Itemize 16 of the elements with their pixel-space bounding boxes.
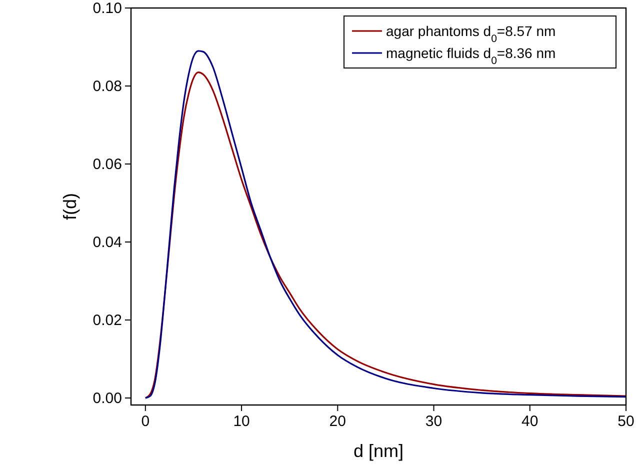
legend-label: magnetic fluids d$_{0}$=8.36 nm <box>386 45 556 67</box>
x-tick-label: 50 <box>618 413 634 430</box>
y-tick-label: 0.10 <box>92 0 122 17</box>
y-tick-label: 0.00 <box>92 390 122 407</box>
y-axis-title: f(d) <box>60 193 80 220</box>
y-tick-label: 0.06 <box>92 156 122 173</box>
x-axis-title: d [nm] <box>353 441 404 461</box>
legend-label: agar phantoms d$_{0}$=8.57 nm <box>386 23 556 45</box>
x-tick-label: 20 <box>329 413 346 430</box>
x-tick-label: 10 <box>233 413 250 430</box>
x-tick-label: 40 <box>522 413 538 430</box>
y-tick-label: 0.08 <box>92 78 122 95</box>
y-tick-label: 0.04 <box>92 234 122 251</box>
x-tick-label: 0 <box>141 413 150 430</box>
y-tick-label: 0.02 <box>92 312 122 329</box>
x-tick-label: 30 <box>425 413 442 430</box>
